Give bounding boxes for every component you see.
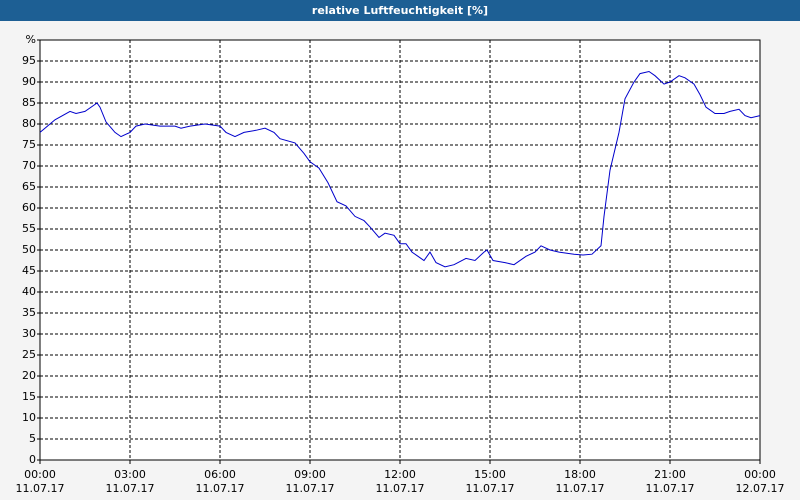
y-tick-label: 35 <box>22 306 36 319</box>
y-tick-label: 15 <box>22 390 36 403</box>
y-tick-label: 65 <box>22 180 36 193</box>
plot-border <box>39 39 761 461</box>
x-tick-label: 03:00 11.07.17 <box>105 468 155 495</box>
x-tick-label: 21:00 11.07.17 <box>645 468 695 495</box>
y-tick-label: 25 <box>22 348 36 361</box>
y-tick-label: 60 <box>22 201 36 214</box>
y-tick-label: 20 <box>22 369 36 382</box>
y-tick-label: 40 <box>22 285 36 298</box>
x-tick-label: 09:00 11.07.17 <box>285 468 335 495</box>
y-tick-label: 75 <box>22 138 36 151</box>
data-line <box>39 70 761 268</box>
y-tick-label: % <box>26 33 36 46</box>
y-tick-label: 85 <box>22 96 36 109</box>
y-tick-label: 80 <box>22 117 36 130</box>
y-tick-label: 55 <box>22 222 36 235</box>
x-tick-label: 12:00 11.07.17 <box>375 468 425 495</box>
chart-title: relative Luftfeuchtigkeit [%] <box>312 4 488 17</box>
y-tick-label: 10 <box>22 411 36 424</box>
y-tick-label: 0 <box>29 453 36 466</box>
x-tick-label: 15:00 11.07.17 <box>465 468 515 495</box>
x-tick-label: 00:00 11.07.17 <box>15 468 65 495</box>
y-tick-label: 70 <box>22 159 36 172</box>
y-tick-label: 90 <box>22 75 36 88</box>
y-tick-label: 50 <box>22 243 36 256</box>
y-tick-label: 45 <box>22 264 36 277</box>
x-tick-label: 06:00 11.07.17 <box>195 468 245 495</box>
x-tick-label: 18:00 11.07.17 <box>555 468 605 495</box>
x-tick-label: 00:00 12.07.17 <box>735 468 785 495</box>
y-tick-label: 5 <box>29 432 36 445</box>
y-tick-label: 95 <box>22 54 36 67</box>
y-tick-label: 30 <box>22 327 36 340</box>
title-bar <box>0 0 800 21</box>
